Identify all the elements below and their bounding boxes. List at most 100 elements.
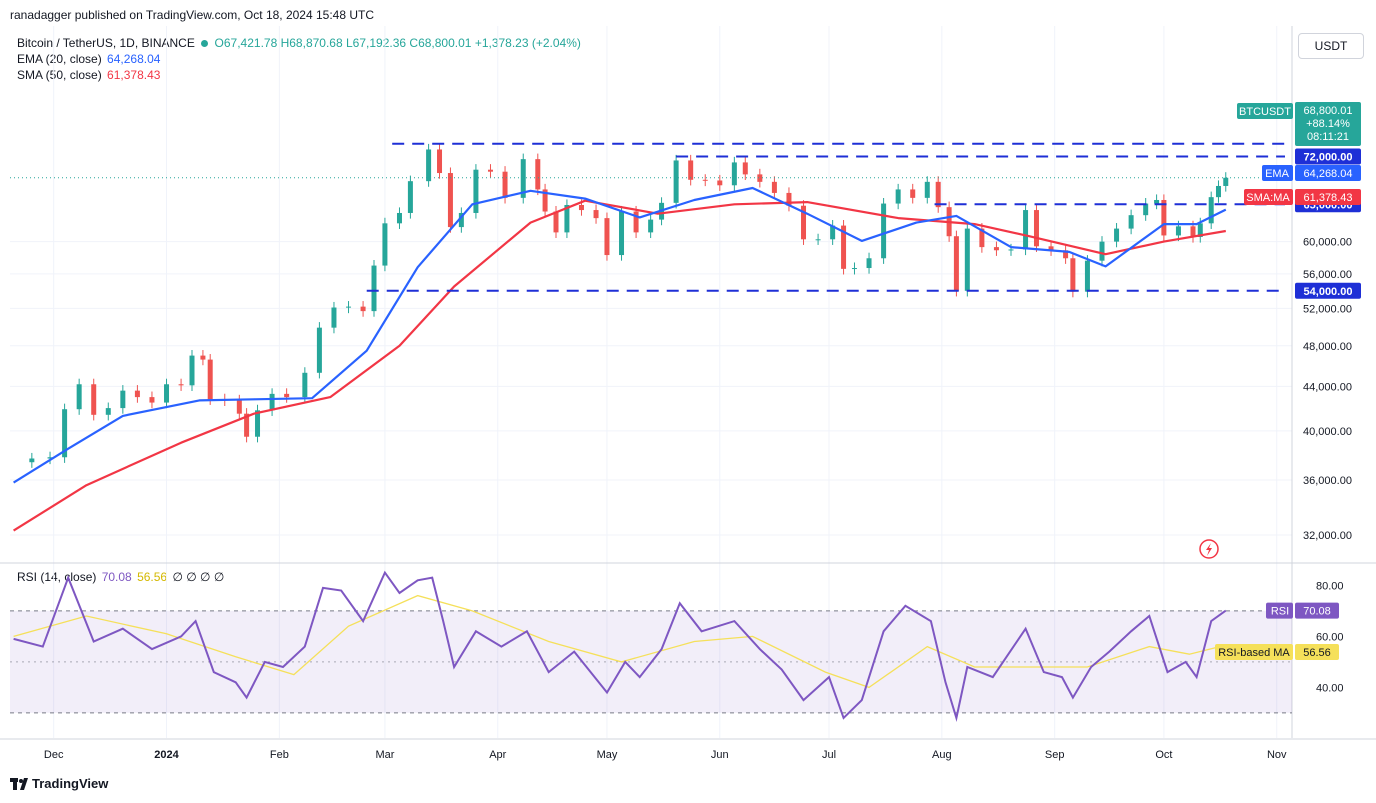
rsi-ma-tag-text: RSI-based MA — [1218, 647, 1290, 659]
candle-down — [593, 210, 599, 219]
candle-up — [62, 409, 68, 458]
rsi-ma-tag[interactable]: RSI-based MA 56.56 — [1215, 644, 1339, 660]
rsi-ma-tag-bg — [1215, 644, 1293, 660]
last-price-value: 68,800.01 — [1304, 105, 1353, 117]
candle-down — [578, 204, 584, 211]
candle-down — [604, 218, 610, 256]
price-tick-label: 60,000.00 — [1303, 237, 1352, 249]
ema20-line — [13, 186, 1227, 484]
candle-down — [757, 174, 763, 182]
price-tick-label: 52,000.00 — [1303, 303, 1352, 315]
candle-down — [1070, 258, 1076, 292]
candles — [29, 143, 1229, 468]
price-tick-label: 48,000.00 — [1303, 341, 1352, 353]
candle-up — [371, 265, 377, 312]
level-price-tag[interactable]: 54,000.00 — [1295, 282, 1361, 299]
candle-down — [284, 393, 290, 398]
candle-down — [993, 247, 999, 251]
rsi-tag-bg — [1266, 602, 1293, 619]
candle-down — [633, 211, 639, 233]
rsi-tick-label: 40.00 — [1316, 682, 1344, 694]
candle-down — [801, 205, 807, 240]
candle-up — [331, 307, 337, 328]
candle-down — [1190, 226, 1196, 237]
candle-down — [953, 236, 959, 291]
time-tick-label: Jun — [711, 749, 729, 761]
ema-tag-text: EMA — [1265, 168, 1290, 180]
candle-up — [382, 223, 388, 266]
lightning-icon[interactable] — [1199, 539, 1219, 559]
candle-up — [564, 204, 570, 233]
countdown-timer: 08:11:21 — [1307, 131, 1349, 143]
candle-up — [346, 306, 352, 308]
symbol-name[interactable]: Bitcoin / TetherUS, 1D, BINANCE — [17, 36, 195, 50]
level-price-tag-bg — [1295, 282, 1361, 299]
currency-unit-button[interactable]: USDT — [1298, 33, 1364, 59]
candle-down — [244, 413, 250, 437]
ema-tag-bg — [1262, 165, 1293, 181]
candle-up — [1215, 185, 1221, 198]
candle-up — [815, 239, 821, 241]
time-tick-label: Mar — [375, 749, 394, 761]
candle-up — [458, 212, 464, 228]
candle-down — [447, 173, 453, 228]
rsi-ma-value: 56.56 — [137, 570, 168, 584]
lightning-icon-ring — [1199, 539, 1219, 559]
candle-up — [29, 458, 35, 463]
candle-down — [771, 181, 777, 193]
sma-tag-text: SMA:MA — [1246, 192, 1290, 204]
candle-down — [1063, 250, 1069, 259]
candle-up — [407, 181, 413, 213]
rsi-tick-label: 60.00 — [1316, 631, 1344, 643]
last-price-bg — [1295, 102, 1361, 146]
candle-up — [619, 211, 625, 256]
candle-up — [673, 160, 679, 203]
candle-up — [1208, 197, 1214, 224]
candle-down — [134, 390, 140, 398]
tradingview-footer[interactable]: TradingView — [10, 776, 108, 791]
dot-up-icon — [201, 40, 209, 47]
sma-tag-bg — [1244, 189, 1293, 205]
candle-up — [47, 457, 53, 459]
candle-up — [830, 225, 836, 240]
candle-up — [269, 393, 275, 411]
rsi-tag[interactable]: RSI 70.08 — [1266, 602, 1339, 619]
rsi-legend[interactable]: RSI (14, close) 70.08 56.56 ∅ ∅ ∅ ∅ — [17, 570, 224, 584]
symbol-tag-bg — [1237, 103, 1293, 119]
candle-up — [1099, 241, 1105, 261]
candle-down — [742, 162, 748, 175]
change-value: +1,378.23 (+2.04%) — [474, 36, 581, 50]
candle-down — [502, 171, 508, 198]
candle-down — [1033, 210, 1039, 247]
candle-up — [520, 159, 526, 198]
symbol-tag[interactable]: BTCUSDT — [1237, 103, 1293, 119]
ema-legend[interactable]: EMA (20, close) 64,268.04 — [17, 52, 160, 66]
tradingview-logo-icon — [10, 777, 28, 790]
candle-up — [426, 149, 432, 182]
sma-value-text: 61,378.43 — [1304, 192, 1353, 204]
candle-down — [979, 228, 985, 248]
candle-up — [1143, 203, 1149, 216]
rsi-extra-values: ∅ ∅ ∅ ∅ — [172, 570, 225, 584]
candle-down — [688, 160, 694, 180]
candle-down — [786, 192, 792, 206]
candle-up — [851, 268, 857, 270]
level-price-tag[interactable]: 72,000.00 — [1295, 148, 1361, 165]
candle-up — [1175, 226, 1181, 236]
rsi-value: 70.08 — [101, 570, 132, 584]
sma-tag[interactable]: SMA:MA 61,378.43 — [1244, 189, 1361, 205]
candle-up — [189, 355, 195, 386]
candle-up — [964, 228, 970, 291]
low-value: L67,192.36 — [346, 36, 407, 50]
candle-down — [178, 384, 184, 386]
candle-up — [396, 212, 402, 224]
time-tick-label: Aug — [932, 749, 952, 761]
candle-up — [1197, 223, 1203, 237]
sma-legend[interactable]: SMA (50, close) 61,378.43 — [17, 68, 160, 82]
price-tick-label: 40,000.00 — [1303, 426, 1352, 438]
time-tick-label: Oct — [1155, 749, 1172, 761]
last-price-tag[interactable]: 68,800.01+88.14%08:11:21 — [1295, 102, 1361, 146]
ema-tag[interactable]: EMA 64,268.04 — [1262, 165, 1361, 181]
candle-down — [360, 306, 366, 312]
